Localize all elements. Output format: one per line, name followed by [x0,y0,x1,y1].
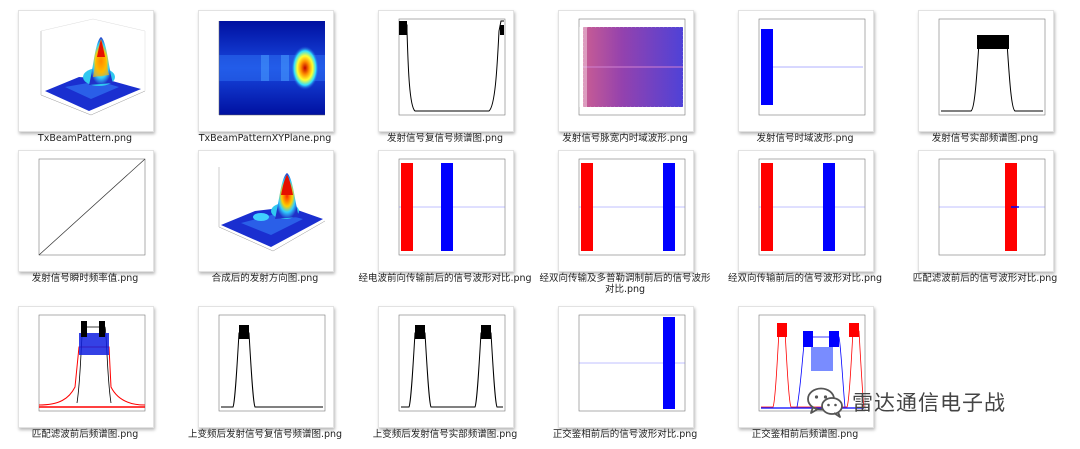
file-item[interactable]: 合成后的发射方向图.png [180,146,350,286]
file-item[interactable]: 发射信号瞬时频率值.png [0,146,170,286]
file-name-label: 经电波前向传输前后的信号波形对比.png [358,273,532,284]
spectrum-compare-thumbnail[interactable] [18,306,154,428]
file-name-label: 发射信号时域波形.png [756,133,854,144]
dense-waveform-thumbnail[interactable] [558,10,694,132]
spectrum-plot-thumbnail[interactable] [378,306,514,428]
pulse-compare-thumbnail[interactable] [558,150,694,272]
file-item[interactable]: 正交鉴相前后的信号波形对比.png [540,302,710,442]
xy-plane-heatmap-thumbnail[interactable] [198,10,334,132]
file-item[interactable]: 发射信号脉宽内时域波形.png [540,6,710,146]
file-name-label: TxBeamPatternXYPlane.png [198,133,332,144]
spectrum-compare-thumbnail[interactable] [738,306,874,428]
pulse-waveform-thumbnail[interactable] [738,10,874,132]
line-plot-thumbnail[interactable] [18,150,154,272]
file-name-label: 正交鉴相前后频谱图.png [751,429,859,440]
file-name-label: 发射信号实部频谱图.png [931,133,1039,144]
file-name-label: 正交鉴相前后的信号波形对比.png [552,429,698,440]
3d-surface-plot-thumbnail[interactable] [18,10,154,132]
watermark-text: 雷达通信电子战 [852,391,1006,415]
file-name-label: 发射信号脉宽内时域波形.png [562,133,688,144]
file-item[interactable]: 发射信号实部频谱图.png [900,6,1070,146]
file-item[interactable]: 发射信号时域波形.png [720,6,890,146]
wechat-icon [807,387,843,418]
file-name-label: 上变频后发射信号复信号频谱图.png [187,429,343,440]
pulse-compare-thumbnail[interactable] [738,150,874,272]
spectrum-plot-thumbnail[interactable] [918,10,1054,132]
file-item[interactable]: 匹配滤波前后频谱图.png [0,302,170,442]
file-name-label: 上变频后发射信号实部频谱图.png [372,429,518,440]
file-name-label: 发射信号瞬时频率值.png [31,273,139,284]
pulse-compare-thumbnail[interactable] [918,150,1054,272]
file-item[interactable]: 发射信号复信号频谱图.png [360,6,530,146]
spectrum-plot-thumbnail[interactable] [378,10,514,132]
file-item[interactable]: 上变频后发射信号实部频谱图.png [360,302,530,442]
3d-surface-plot-thumbnail[interactable] [198,150,334,272]
file-name-label: 发射信号复信号频谱图.png [386,133,504,144]
pulse-compare-thumbnail[interactable] [378,150,514,272]
spectrum-plot-thumbnail[interactable] [198,306,334,428]
watermark: 雷达通信电子战 [806,384,1006,420]
file-name-label: 匹配滤波前后的信号波形对比.png [912,273,1058,284]
file-item[interactable]: 经双向传输前后的信号波形对比.png [720,146,890,286]
file-item[interactable]: 经双向传输及多普勒调制前后的信号波形对比.png [539,146,711,295]
file-name-label: 合成后的发射方向图.png [211,273,319,284]
file-name-label: TxBeamPattern.png [37,133,133,144]
file-item[interactable]: TxBeamPattern.png [0,6,170,146]
file-name-label: 匹配滤波前后频谱图.png [31,429,139,440]
file-item[interactable]: 匹配滤波前后的信号波形对比.png [900,146,1070,286]
file-item[interactable]: 上变频后发射信号复信号频谱图.png [180,302,350,442]
file-name-label: 经双向传输前后的信号波形对比.png [727,273,883,284]
file-item[interactable]: 正交鉴相前后频谱图.png [720,302,890,442]
pulse-waveform-thumbnail[interactable] [558,306,694,428]
file-name-label: 经双向传输及多普勒调制前后的信号波形对比.png [539,273,711,295]
file-item[interactable]: TxBeamPatternXYPlane.png [180,6,350,146]
file-item[interactable]: 经电波前向传输前后的信号波形对比.png [358,146,532,286]
